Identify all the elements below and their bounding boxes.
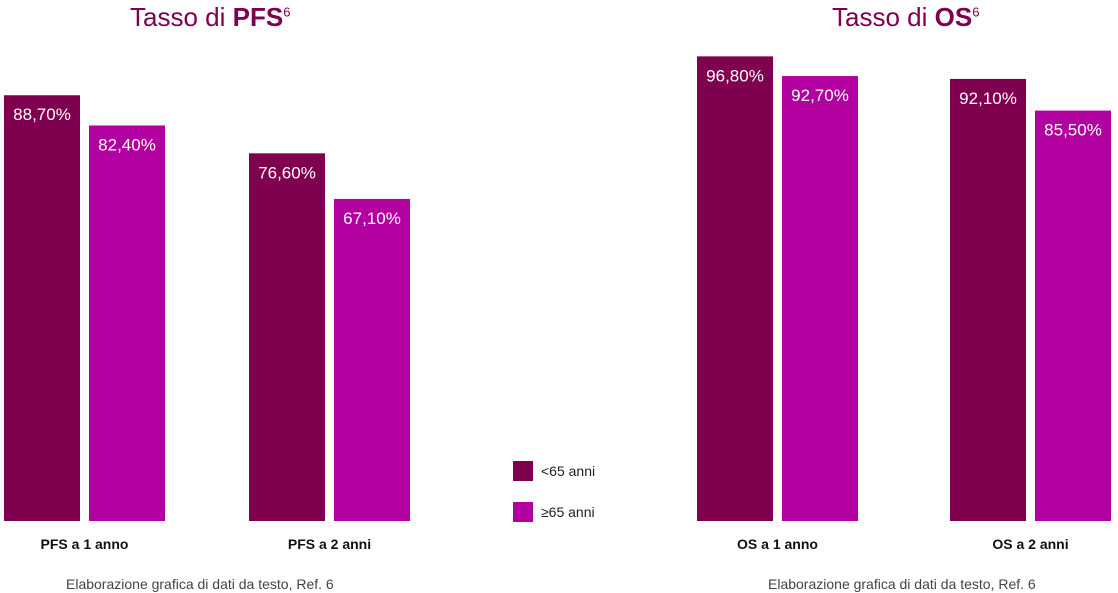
pfs-bar-label-1-under65: 88,70% — [13, 105, 71, 124]
legend-swatch-under65 — [513, 461, 533, 481]
os-bar-label-2-65plus: 85,50% — [1044, 121, 1102, 140]
os-source-note: Elaborazione grafica di dati da testo, R… — [768, 576, 1036, 592]
pfs-category-label-1: PFS a 1 anno — [41, 536, 129, 552]
pfs-title-bold: PFS — [232, 2, 284, 32]
legend-swatch-65plus — [513, 502, 533, 522]
legend-item-65plus: ≥65 anni — [513, 502, 595, 522]
os-title-sup: 6 — [972, 4, 980, 20]
os-bar-label-2-under65: 92,10% — [959, 89, 1017, 108]
pfs-bar-1-65plus — [89, 125, 165, 521]
legend-label-65plus: ≥65 anni — [541, 504, 595, 520]
os-bar-label-1-65plus: 92,70% — [791, 86, 849, 105]
os-category-label-2: OS a 2 anni — [992, 536, 1068, 552]
os-category-label-1: OS a 1 anno — [737, 536, 818, 552]
os-title-bold: OS — [934, 2, 973, 32]
pfs-bar-label-2-65plus: 67,10% — [343, 209, 401, 228]
os-bar-2-under65 — [950, 78, 1026, 522]
os-bar-1-under65 — [697, 56, 773, 522]
pfs-title-prefix: Tasso di — [130, 2, 233, 32]
pfs-chart-title: Tasso di PFS6 — [130, 2, 290, 33]
pfs-bar-label-2-under65: 76,60% — [258, 163, 316, 182]
pfs-bar-label-1-65plus: 82,40% — [98, 135, 156, 154]
pfs-title-sup: 6 — [283, 4, 291, 20]
os-title-prefix: Tasso di — [832, 2, 935, 32]
pfs-category-label-2: PFS a 2 anni — [288, 536, 371, 552]
legend-label-under65: <65 anni — [541, 463, 596, 479]
pfs-bar-2-under65 — [249, 153, 325, 521]
os-bar-label-1-under65: 96,80% — [706, 66, 764, 85]
pfs-bar-1-under65 — [4, 95, 80, 522]
legend-item-under65: <65 anni — [513, 461, 595, 481]
os-bar-1-65plus — [782, 76, 858, 521]
os-chart-title: Tasso di OS6 — [832, 2, 979, 33]
os-bar-2-65plus — [1035, 110, 1111, 521]
pfs-bar-2-65plus — [334, 198, 410, 522]
pfs-source-note: Elaborazione grafica di dati da testo, R… — [66, 576, 334, 592]
